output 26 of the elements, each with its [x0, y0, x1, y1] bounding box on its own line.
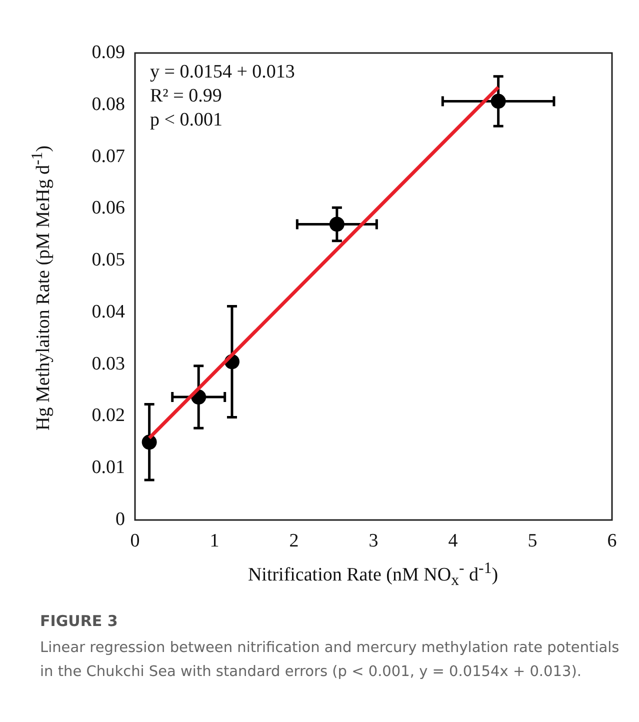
annotation: y = 0.0154 + 0.013	[150, 61, 295, 82]
x-tick-label: 6	[607, 530, 617, 552]
x-tick-label: 2	[289, 530, 299, 552]
y-tick-label: 0.08	[92, 94, 125, 115]
point	[142, 434, 157, 450]
annotation: R² = 0.99	[150, 85, 222, 106]
x-tick-label: 4	[448, 530, 458, 552]
text: Linear regression between nitrification and mercury methylation rate potentials in the Chukchi Sea with standard errors (p < 0.001, y = 0.0154x + 0.013).	[40, 639, 620, 682]
point	[490, 94, 506, 109]
y-tick-label: 0	[116, 508, 125, 530]
y-tick-label: 0.04	[92, 301, 126, 322]
annotation: p < 0.001	[150, 109, 222, 130]
x-axis-title: Nitrification Rate (nM NO$_{x}$$^{-}$ d$^{-1}$)	[248, 560, 498, 590]
y-tick-label: 0.05	[92, 250, 125, 271]
x-tick-label: 5	[528, 530, 538, 552]
y-tick-label: 0.01	[92, 457, 125, 478]
y-tick-label: 0.06	[92, 198, 125, 219]
text: FIGURE 3	[40, 612, 118, 630]
y-tick-label: 0.07	[92, 146, 125, 167]
point	[329, 216, 344, 232]
y-tick-label: 0.03	[92, 353, 125, 374]
x-tick-label: 0	[130, 530, 140, 552]
y-tick-label: 0.02	[92, 405, 125, 426]
y-tick-label: 0.09	[92, 42, 125, 63]
x-tick-label: 3	[368, 530, 378, 552]
x-tick-label: 1	[210, 530, 220, 552]
